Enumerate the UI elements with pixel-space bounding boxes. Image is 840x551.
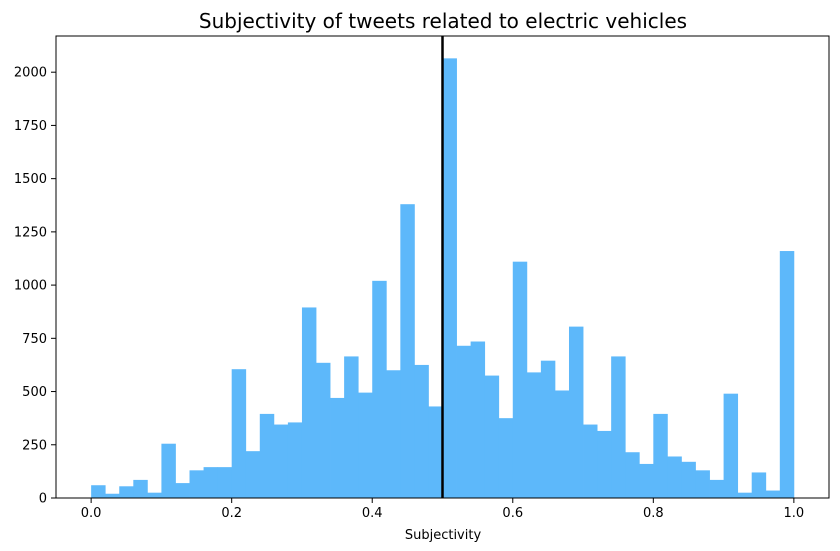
histogram-bar bbox=[245, 451, 261, 498]
x-tick-label: 0.0 bbox=[81, 506, 102, 521]
histogram-bar bbox=[231, 369, 247, 498]
histogram-bar bbox=[568, 326, 584, 498]
histogram-bar bbox=[189, 470, 204, 498]
histogram-bar bbox=[512, 261, 528, 498]
histogram-bar bbox=[400, 204, 415, 498]
chart-title: Subjectivity of tweets related to electr… bbox=[199, 9, 687, 33]
histogram-bar bbox=[779, 251, 795, 498]
histogram-bar bbox=[526, 372, 542, 498]
histogram-bar bbox=[709, 479, 724, 498]
histogram-bar bbox=[316, 362, 331, 498]
x-tick-label: 0.6 bbox=[502, 506, 523, 521]
histogram-bar bbox=[484, 375, 500, 498]
histogram-bar bbox=[217, 467, 233, 498]
histogram-bar bbox=[372, 280, 387, 498]
y-axis: 0 250 500 750 1000 1250 1500 1750 2000 bbox=[14, 66, 56, 507]
histogram-bar bbox=[611, 356, 626, 498]
y-tick-label: 500 bbox=[22, 385, 47, 400]
histogram-bar bbox=[287, 422, 303, 498]
histogram-bar bbox=[358, 392, 373, 498]
histogram-bar bbox=[428, 406, 443, 498]
histogram-bar bbox=[273, 424, 289, 498]
histogram-bar bbox=[751, 472, 767, 498]
histogram-bar bbox=[554, 390, 570, 498]
x-tick-label: 0.4 bbox=[362, 506, 383, 521]
histogram-bar bbox=[414, 364, 429, 498]
histogram-bar bbox=[91, 485, 106, 498]
histogram-bar bbox=[653, 413, 668, 498]
x-tick-label: 0.2 bbox=[221, 506, 242, 521]
histogram-bar bbox=[737, 492, 753, 498]
histogram-bar bbox=[386, 370, 401, 498]
x-axis-label: Subjectivity bbox=[405, 528, 482, 543]
histogram-bar bbox=[456, 345, 472, 498]
bars-group bbox=[91, 58, 795, 499]
x-axis: 0.0 0.2 0.4 0.6 0.8 1.0 bbox=[81, 498, 804, 521]
y-tick-label: 1250 bbox=[14, 225, 47, 240]
y-tick-label: 0 bbox=[39, 492, 47, 507]
y-tick-label: 250 bbox=[22, 438, 47, 453]
x-tick-label: 1.0 bbox=[784, 506, 805, 521]
histogram-bar bbox=[301, 307, 317, 498]
histogram-bar bbox=[583, 424, 598, 498]
histogram-bar bbox=[161, 443, 176, 498]
histogram-bar bbox=[470, 341, 486, 498]
x-tick-label: 0.8 bbox=[643, 506, 664, 521]
histogram-bar bbox=[147, 492, 162, 498]
y-tick-label: 2000 bbox=[14, 66, 47, 81]
histogram-bar bbox=[681, 461, 696, 498]
histogram-bar bbox=[498, 418, 514, 498]
histogram-bar bbox=[540, 360, 556, 498]
histogram-bar bbox=[667, 456, 682, 498]
histogram-bar bbox=[597, 430, 612, 498]
plot-frame bbox=[55, 35, 830, 499]
histogram-bar bbox=[639, 463, 654, 498]
histogram-bar bbox=[330, 397, 345, 498]
histogram-bar bbox=[344, 356, 359, 498]
histogram-bar bbox=[625, 452, 640, 498]
histogram-bar bbox=[259, 413, 275, 498]
y-tick-label: 750 bbox=[22, 332, 47, 347]
histogram-bar bbox=[133, 479, 148, 498]
histogram-bar bbox=[765, 490, 781, 498]
histogram-bar bbox=[723, 393, 739, 498]
histogram-bar bbox=[695, 470, 710, 498]
histogram-bar bbox=[442, 58, 457, 499]
histogram-bar bbox=[105, 493, 120, 498]
y-tick-label: 1750 bbox=[14, 119, 47, 134]
histogram-bar bbox=[119, 486, 134, 498]
histogram-bar bbox=[203, 467, 219, 498]
y-tick-label: 1500 bbox=[14, 172, 47, 187]
histogram-bar bbox=[175, 483, 190, 498]
y-tick-label: 1000 bbox=[14, 279, 47, 294]
